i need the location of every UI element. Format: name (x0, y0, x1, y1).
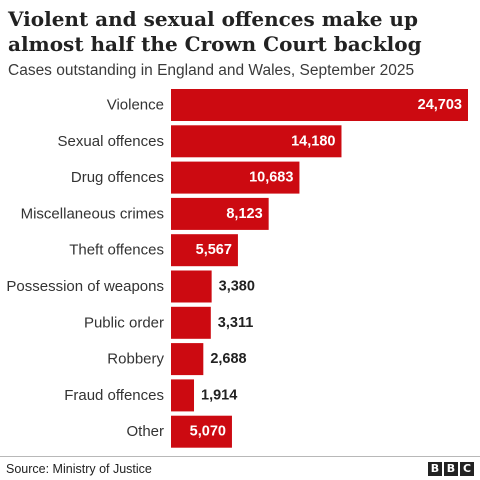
bbc-logo-letter: C (460, 462, 474, 476)
bar (171, 415, 232, 448)
bar (171, 306, 211, 339)
footer-divider (0, 456, 480, 457)
bar (171, 270, 212, 303)
chart-subtitle: Cases outstanding in England and Wales, … (8, 62, 415, 79)
chart-title: Violent and sexual offences make up almo… (8, 7, 422, 56)
source-note: Source: Ministry of Justice (6, 462, 152, 476)
bbc-logo-letter: B (428, 462, 442, 476)
value-label: 3,380 (219, 279, 255, 295)
category-label: Sexual offences (58, 133, 164, 150)
category-label: Drug offences (71, 169, 164, 186)
category-label: Miscellaneous crimes (21, 205, 164, 222)
bbc-logo-letter: B (444, 462, 458, 476)
bar (171, 234, 238, 267)
category-label: Public order (84, 314, 164, 331)
bar (171, 161, 300, 194)
bar (171, 89, 468, 121)
bbc-logo: B B C (428, 462, 474, 476)
bar (171, 379, 195, 412)
value-label: 2,688 (210, 351, 246, 367)
value-label: 5,567 (196, 242, 232, 258)
bar (171, 343, 204, 376)
bar (171, 197, 269, 230)
category-label: Violence (107, 97, 164, 114)
value-label: 5,070 (190, 424, 226, 440)
value-label: 1,914 (201, 387, 237, 403)
value-label: 24,703 (418, 97, 462, 113)
category-label: Possession of weapons (6, 278, 164, 295)
bar (171, 125, 342, 158)
category-label: Fraud offences (64, 387, 164, 404)
value-label: 14,180 (291, 133, 335, 149)
value-label: 10,683 (249, 170, 293, 186)
category-label: Other (126, 423, 164, 440)
value-label: 3,311 (218, 315, 254, 331)
bar-chart: Violence 24,703 Sexual offences 14,180 Drug … (6, 89, 468, 448)
category-label: Theft offences (69, 242, 164, 259)
value-label: 8,123 (226, 206, 262, 222)
category-label: Robbery (107, 351, 164, 368)
